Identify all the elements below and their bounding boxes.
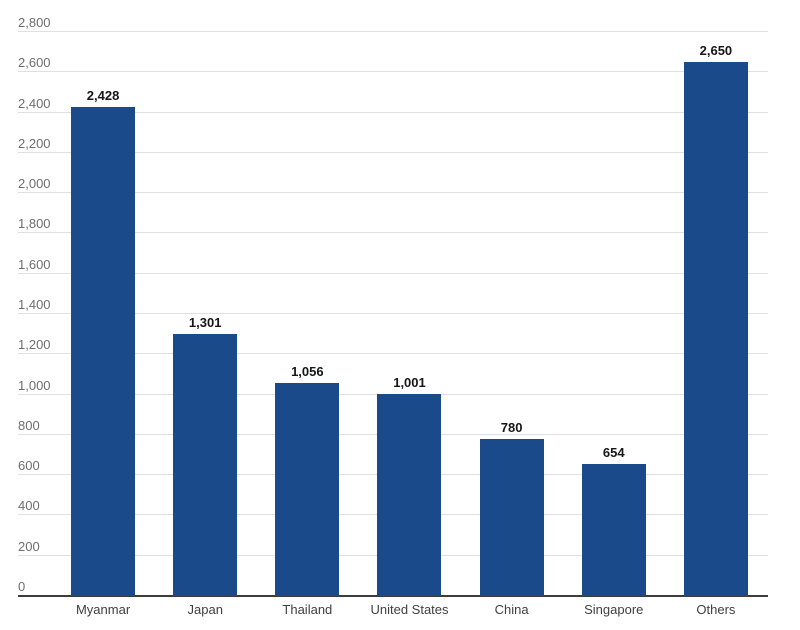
y-axis-tick-label: 2,600: [18, 55, 51, 71]
y-axis-tick-label: 1,200: [18, 337, 51, 353]
x-axis-labels: Myanmar Japan Thailand United States China Si…: [52, 602, 767, 617]
gridline: [18, 272, 768, 274]
y-axis-tick-label: 200: [18, 538, 40, 554]
bar-slot: 1,056: [256, 32, 358, 596]
bar-value-label: 780: [500, 419, 523, 435]
y-axis-tick-label: 1,000: [18, 377, 51, 393]
x-axis-category-label: China: [494, 602, 529, 617]
bar-value-label: 654: [602, 445, 625, 461]
y-axis-tick-label: 1,600: [18, 256, 51, 272]
bar-others: [683, 62, 748, 596]
bar-thailand: [275, 383, 340, 596]
bar-slot: 2,650: [665, 32, 767, 596]
plot-area: 0 200 400 600 800 1,000 1,200 1,400 1,600 1,800 2,…: [18, 15, 768, 597]
y-axis-tick-label: 0: [18, 579, 26, 594]
gridline: [18, 313, 768, 314]
bar-value-label: 1,301: [188, 314, 222, 330]
x-axis-category-label: Singapore: [584, 602, 644, 617]
y-axis-tick-label: 2,400: [18, 95, 51, 111]
gridline: [18, 71, 768, 73]
y-axis-tick-label: 2,000: [18, 176, 51, 192]
bar-value-label: 1,056: [291, 364, 324, 380]
gridline: [18, 151, 768, 153]
bar-china: [479, 438, 544, 596]
x-axis-category-label: United States: [370, 602, 449, 617]
bar-united-states: [377, 394, 442, 596]
gridline: [18, 353, 768, 355]
x-axis-category-label: Others: [696, 602, 736, 617]
bar-value-label: 2,650: [699, 43, 733, 59]
x-axis-line: [18, 595, 768, 597]
bar-slot: 1,001: [358, 32, 460, 596]
bar-slot: 654: [563, 32, 665, 596]
bar-slot: 780: [461, 32, 563, 596]
bar-myanmar: [71, 106, 136, 596]
gridline: [18, 393, 768, 395]
y-axis-tick-label: 1,800: [18, 216, 51, 232]
y-axis-tick-label: 400: [18, 498, 40, 514]
y-axis-tick-label: 2,800: [18, 15, 51, 30]
y-axis-tick-label: 600: [18, 458, 40, 474]
y-axis-tick-label: 2,200: [18, 135, 51, 151]
bars-layer: 2,428 1,301 1,056 1,001 780 654 2,650: [52, 32, 767, 596]
x-axis-category-label: Thailand: [282, 602, 333, 617]
gridline: [18, 232, 768, 234]
bar-singapore: [581, 464, 646, 596]
y-axis-tick-label: 1,400: [18, 297, 51, 312]
bar-slot: 1,301: [154, 32, 256, 596]
bar-japan: [173, 333, 238, 596]
y-axis-tick-label: 800: [18, 417, 40, 433]
x-axis-category-label: Myanmar: [75, 602, 131, 617]
x-axis-category-label: Japan: [187, 602, 223, 617]
gridline: [18, 31, 768, 32]
bar-value-label: 2,428: [86, 87, 120, 103]
gridline: [18, 192, 768, 194]
bar-slot: 2,428: [52, 32, 154, 596]
bar-value-label: 1,001: [393, 375, 426, 391]
gridline: [18, 111, 768, 113]
